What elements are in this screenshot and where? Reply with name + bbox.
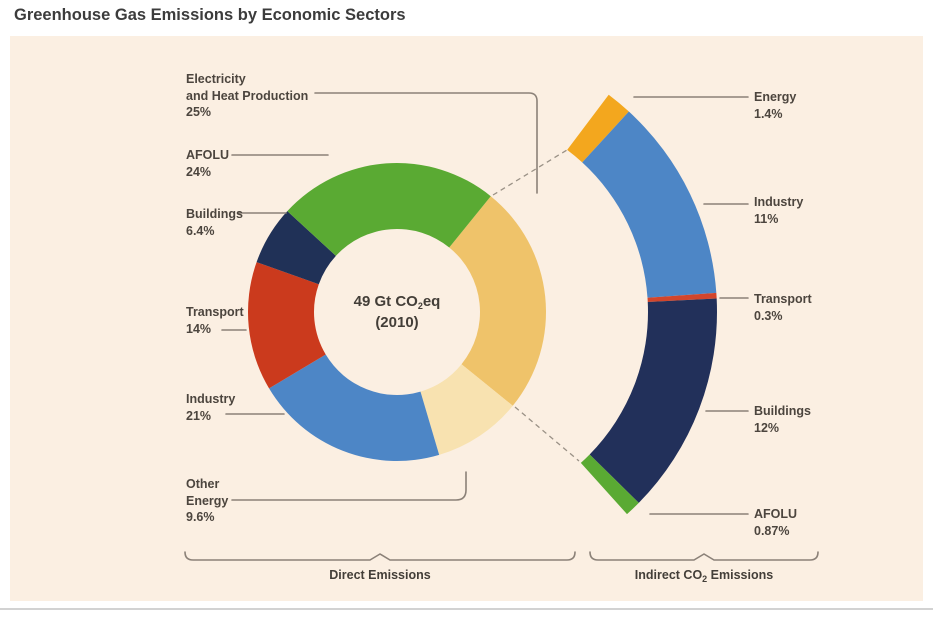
label-buildings-right: Buildings 12% [754, 404, 811, 435]
bottom-divider [0, 608, 933, 610]
leader-electricity [314, 92, 538, 194]
arc-segment-energy [567, 94, 629, 163]
donut-segment-industry [269, 354, 440, 462]
donut-segment-buildings [256, 211, 336, 285]
label-buildings-left: Buildings 6.4% [186, 207, 243, 238]
donut-segment-transport [248, 262, 326, 389]
total-emissions-value: 49 Gt CO2eq [353, 293, 441, 311]
arc-segment-buildings [589, 298, 718, 503]
label-afolu-left: AFOLU 24% [186, 148, 230, 179]
arc-segment-transport [647, 292, 717, 302]
dashed-connector-top [492, 149, 568, 196]
label-other-energy: Other Energy 9.6% [186, 477, 229, 524]
leader-other-energy [231, 471, 467, 501]
bracket-direct-emissions [184, 551, 576, 561]
group-label-indirect-emissions: Indirect CO2 Emissions [634, 568, 774, 584]
arc-indirect-emissions [567, 94, 718, 515]
label-electricity: Electricity and Heat Production 25% [186, 72, 309, 119]
bracket-indirect-emissions [589, 551, 819, 561]
emissions-chart [184, 92, 819, 561]
dashed-connector-bottom [514, 406, 580, 462]
label-transport-right: Transport 0.3% [754, 292, 812, 323]
label-industry-left: Industry 21% [186, 392, 236, 423]
donut-segment-electricity [449, 196, 546, 406]
donut-segment-afolu [287, 163, 491, 256]
arc-segment-industry [582, 111, 717, 298]
donut-direct-emissions [248, 163, 546, 462]
total-emissions-year: (2010) [375, 314, 419, 331]
donut-segment-other-energy [420, 364, 513, 455]
label-energy-right: Energy 1.4% [754, 90, 797, 121]
label-transport-left: Transport 14% [186, 305, 244, 336]
label-industry-right: Industry 11% [754, 195, 804, 226]
page-title: Greenhouse Gas Emissions by Economic Sec… [14, 6, 406, 24]
label-afolu-right: AFOLU 0.87% [754, 507, 798, 538]
arc-segment-afolu [580, 454, 639, 515]
donut-center-total: 49 Gt CO2eq (2010) [354, 292, 441, 332]
group-label-direct-emissions: Direct Emissions [329, 568, 431, 582]
chart-panel: 49 Gt CO2eq (2010) Electricity and Heat … [10, 36, 923, 601]
